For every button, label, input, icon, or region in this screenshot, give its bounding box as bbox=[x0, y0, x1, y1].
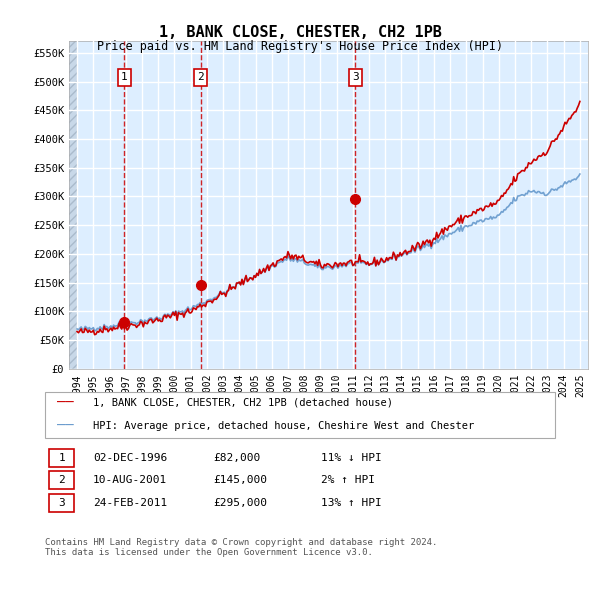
Bar bbox=[69, 41, 77, 369]
Text: 10-AUG-2001: 10-AUG-2001 bbox=[93, 476, 167, 485]
Text: 3: 3 bbox=[352, 73, 359, 83]
Text: ——: —— bbox=[57, 419, 74, 433]
Text: Contains HM Land Registry data © Crown copyright and database right 2024.
This d: Contains HM Land Registry data © Crown c… bbox=[45, 538, 437, 558]
Text: 1, BANK CLOSE, CHESTER, CH2 1PB (detached house): 1, BANK CLOSE, CHESTER, CH2 1PB (detache… bbox=[93, 398, 393, 407]
Text: 1: 1 bbox=[58, 453, 65, 463]
Text: 02-DEC-1996: 02-DEC-1996 bbox=[93, 453, 167, 463]
Text: 11% ↓ HPI: 11% ↓ HPI bbox=[321, 453, 382, 463]
Text: £145,000: £145,000 bbox=[213, 476, 267, 485]
Text: 2: 2 bbox=[58, 476, 65, 485]
Text: ——: —— bbox=[57, 395, 74, 409]
Text: £295,000: £295,000 bbox=[213, 498, 267, 507]
Text: 24-FEB-2011: 24-FEB-2011 bbox=[93, 498, 167, 507]
Text: 1, BANK CLOSE, CHESTER, CH2 1PB: 1, BANK CLOSE, CHESTER, CH2 1PB bbox=[158, 25, 442, 40]
Text: 3: 3 bbox=[58, 498, 65, 507]
Text: 2: 2 bbox=[197, 73, 204, 83]
Text: 13% ↑ HPI: 13% ↑ HPI bbox=[321, 498, 382, 507]
Text: £82,000: £82,000 bbox=[213, 453, 260, 463]
Text: Price paid vs. HM Land Registry's House Price Index (HPI): Price paid vs. HM Land Registry's House … bbox=[97, 40, 503, 53]
Text: HPI: Average price, detached house, Cheshire West and Chester: HPI: Average price, detached house, Ches… bbox=[93, 421, 474, 431]
Text: 2% ↑ HPI: 2% ↑ HPI bbox=[321, 476, 375, 485]
Text: 1: 1 bbox=[121, 73, 128, 83]
